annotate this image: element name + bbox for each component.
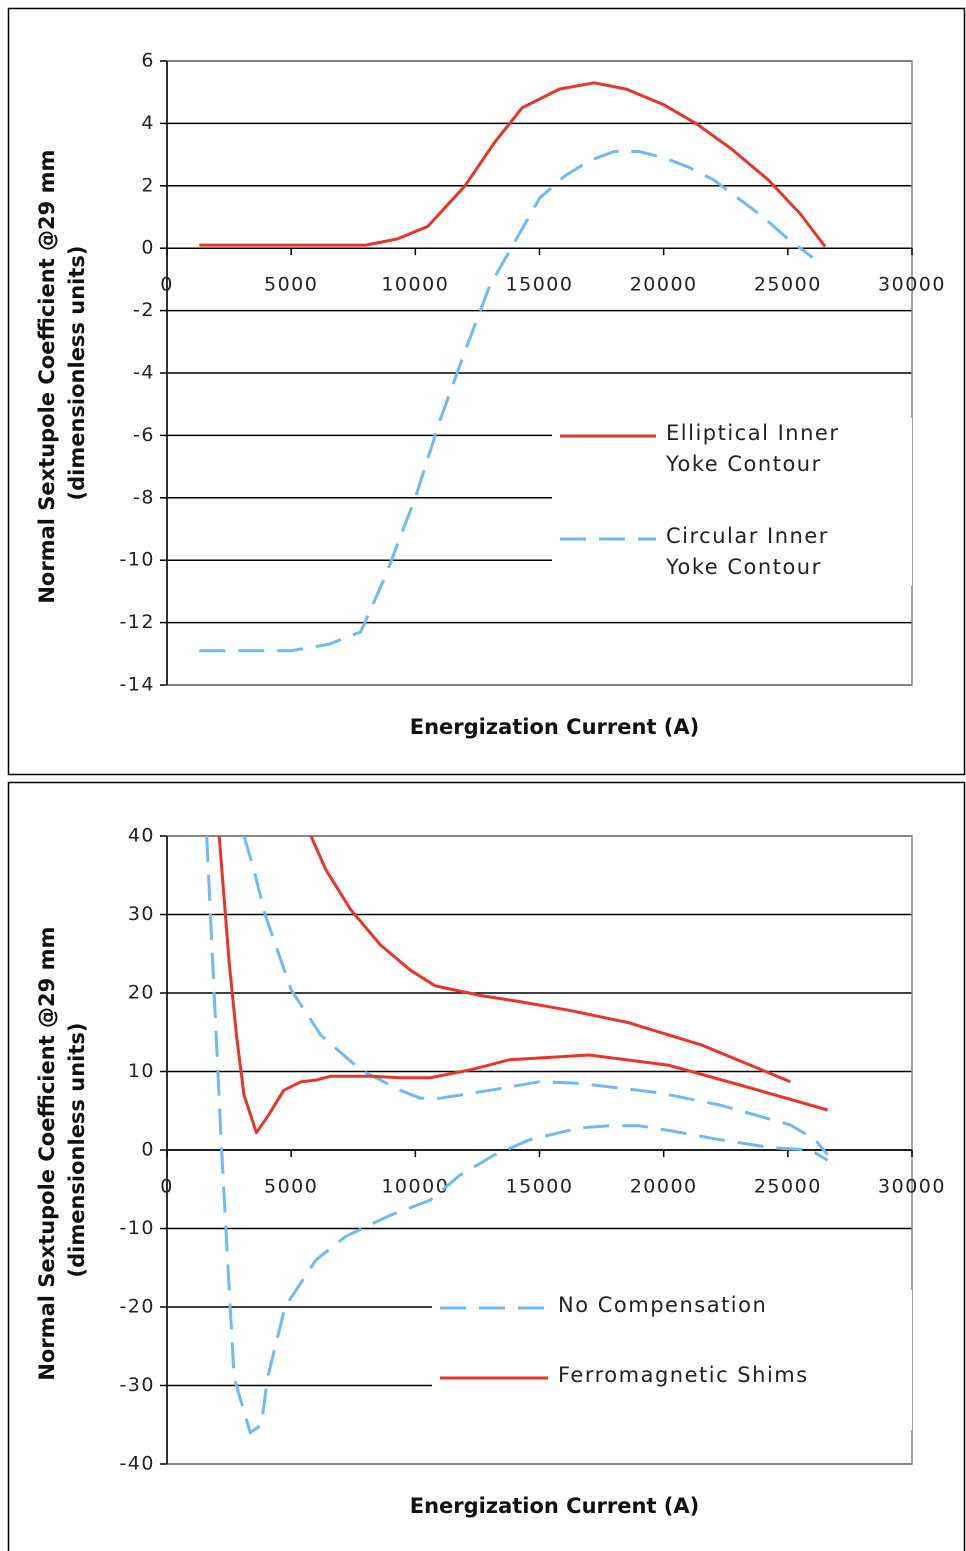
x-tick-label: 0 [160, 274, 174, 296]
y-tick-label: -6 [133, 424, 155, 446]
y-tick-label: 40 [128, 825, 155, 847]
y-tick-label: 10 [128, 1060, 155, 1082]
x-tick-label: 0 [160, 1176, 174, 1198]
y-tick-label: -40 [119, 1453, 155, 1475]
x-tick-label: 15000 [506, 274, 574, 296]
y-tick-label: 20 [128, 982, 155, 1004]
y-axis-title: Normal Sextupole Coefficient @29 mm (dim… [35, 142, 89, 603]
legend-item: No Compensation [558, 1293, 768, 1317]
y-tick-label: 4 [141, 112, 155, 134]
y-tick-label: 30 [128, 903, 155, 925]
y-axis-title: Normal Sextupole Coefficient @29 mm (dim… [35, 919, 89, 1380]
y-tick-label: 2 [141, 174, 155, 196]
x-tick-label: 25000 [754, 274, 822, 296]
legend-item: Elliptical Inner Yoke Contour [666, 421, 840, 476]
y-tick-label: -20 [119, 1296, 155, 1318]
x-tick-label: 25000 [754, 1176, 822, 1198]
y-tick-label: -10 [119, 1217, 155, 1239]
legend-label: No Compensation [558, 1293, 768, 1317]
y-tick-label: 6 [141, 50, 155, 72]
legend-label: Ferromagnetic Shims [558, 1363, 809, 1387]
x-axis-title: Energization Current (A) [410, 1494, 700, 1518]
legend-label: Elliptical Inner Yoke Contour [666, 421, 840, 476]
legend-box [552, 418, 912, 586]
y-tick-label: -10 [119, 549, 155, 571]
y-tick-label: -4 [133, 362, 155, 384]
series-line [199, 81, 827, 248]
chart-frame [7, 7, 966, 776]
x-tick-label: 5000 [264, 1176, 318, 1198]
y-tick-label: -2 [133, 299, 155, 321]
chart-frame [7, 781, 966, 1551]
series-line [217, 836, 829, 1135]
legend-box [432, 1290, 912, 1430]
x-tick-label: 10000 [381, 1176, 449, 1198]
x-axis-title: Energization Current (A) [410, 715, 700, 739]
series-line [199, 150, 814, 653]
x-tick-label: 20000 [630, 1176, 698, 1198]
x-tick-label: 15000 [506, 1176, 574, 1198]
y-tick-label: 0 [141, 1139, 155, 1161]
y-tick-label: -12 [119, 611, 155, 633]
x-tick-label: 20000 [630, 274, 698, 296]
y-tick-label: -30 [119, 1374, 155, 1396]
y-tick-label: -8 [133, 486, 155, 508]
x-tick-label: 5000 [264, 274, 318, 296]
x-tick-label: 30000 [878, 274, 946, 296]
legend-item: Ferromagnetic Shims [558, 1363, 809, 1387]
x-tick-label: 30000 [878, 1176, 946, 1198]
series-line [205, 836, 829, 1435]
y-tick-label: 0 [141, 237, 155, 259]
y-tick-label: -14 [119, 674, 155, 696]
legend-item: Circular Inner Yoke Contour [666, 524, 829, 579]
x-tick-label: 10000 [381, 274, 449, 296]
legend-label: Circular Inner Yoke Contour [666, 524, 829, 579]
